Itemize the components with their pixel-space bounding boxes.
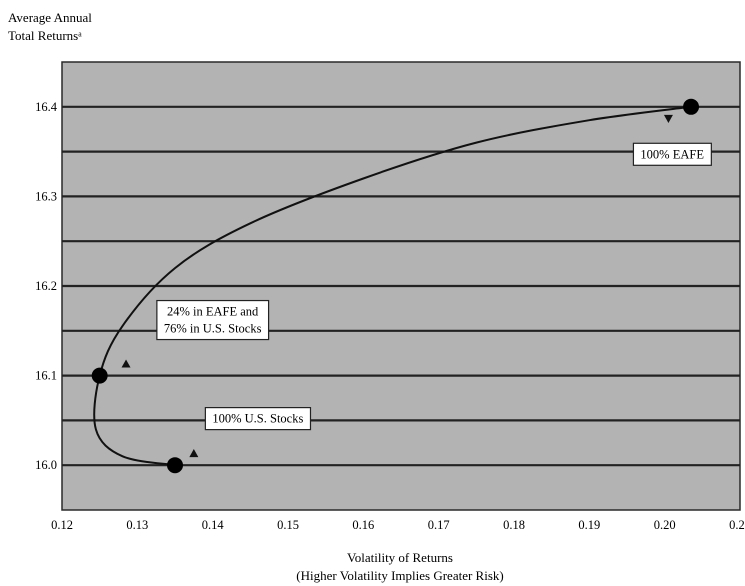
annotation-text: 24% in EAFE and — [167, 305, 259, 319]
annotation-box: 24% in EAFE and 76% in U.S. Stocks — [156, 299, 270, 341]
y-tick-label: 16.1 — [35, 369, 57, 383]
markers — [121, 114, 673, 458]
x-axis-label-line-2: (Higher Volatility Implies Greater Risk) — [296, 568, 503, 583]
y-tick-label: 16.0 — [35, 458, 57, 472]
annotation-background — [156, 299, 270, 341]
x-tick-label: 0.16 — [352, 518, 374, 532]
annotation-background — [204, 407, 312, 431]
x-tick-label: 0.13 — [126, 518, 148, 532]
frontier-curve — [93, 105, 692, 467]
x-axis-label-line-1: Volatility of Returns — [347, 550, 453, 565]
x-tick-label: 0.21 — [729, 518, 745, 532]
data-point — [91, 367, 108, 384]
annotations: 100% EAFE 24% in EAFE and 76% in U.S. Stoc… — [156, 142, 712, 431]
x-tick-label: 0.20 — [654, 518, 676, 532]
y-axis-label-line-2: Total Returnsᵃ — [8, 28, 82, 43]
y-tick-label: 16.2 — [35, 279, 57, 293]
triangle-marker — [121, 359, 131, 368]
curve-layer — [93, 105, 692, 467]
triangle-marker — [189, 449, 199, 458]
y-tick-label: 16.4 — [35, 100, 58, 114]
y-axis-label-line-1: Average Annual — [8, 10, 92, 25]
y-axis-ticks: 16.0 16.1 16.2 16.3 16.4 — [35, 100, 58, 472]
triangle-marker — [663, 114, 673, 123]
x-tick-label: 0.17 — [428, 518, 450, 532]
x-tick-label: 0.19 — [578, 518, 600, 532]
x-tick-label: 0.12 — [51, 518, 73, 532]
x-tick-label: 0.14 — [202, 518, 225, 532]
annotation-text: 100% EAFE — [640, 147, 704, 161]
data-point — [683, 98, 700, 115]
x-axis-ticks: 0.12 0.13 0.14 0.15 0.16 0.17 0.18 0.19 0.20 0.21 — [51, 518, 745, 532]
data-points — [91, 98, 700, 474]
annotation-box: 100% EAFE — [632, 142, 712, 166]
x-tick-label: 0.15 — [277, 518, 299, 532]
x-tick-label: 0.18 — [503, 518, 525, 532]
data-point — [167, 457, 183, 474]
annotation-background — [632, 142, 712, 166]
y-tick-label: 16.3 — [35, 189, 57, 203]
annotation-box: 100% U.S. Stocks — [204, 407, 312, 431]
annotation-text: 76% in U.S. Stocks — [164, 322, 262, 336]
annotation-text: 100% U.S. Stocks — [212, 412, 303, 426]
